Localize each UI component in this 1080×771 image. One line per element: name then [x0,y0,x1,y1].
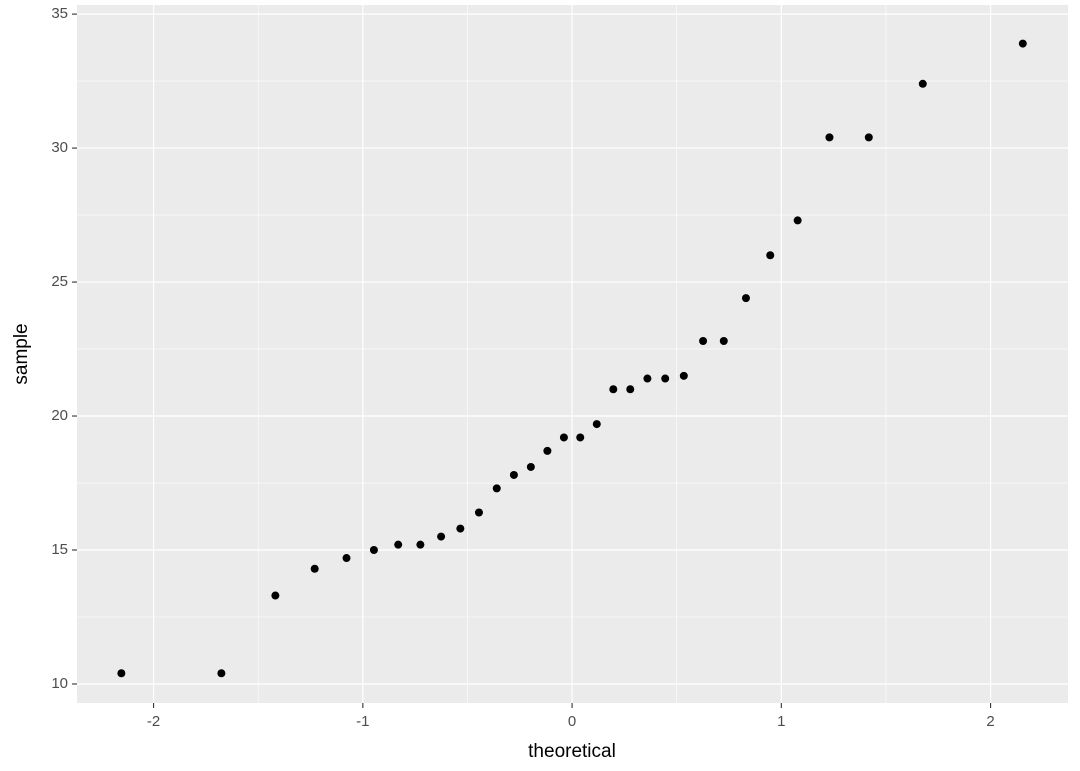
y-tick-label: 30 [51,139,68,156]
point [626,385,635,394]
point [559,433,568,442]
point [643,374,652,383]
point [609,385,618,394]
x-tick-label: -1 [356,713,369,730]
point [456,524,465,533]
point [271,591,280,600]
y-tick-label: 20 [51,407,68,424]
point [543,446,552,455]
point [492,484,501,493]
point [474,508,483,517]
y-tick-label: 25 [51,273,68,290]
y-axis-title: sample [11,323,32,384]
point [661,374,670,383]
point [766,251,775,260]
point [679,371,688,380]
point [592,420,601,429]
point [217,669,226,678]
y-tick-label: 10 [51,675,68,692]
point [416,540,425,549]
x-tick-label: 0 [568,713,576,730]
y-tick-label: 15 [51,541,68,558]
point [699,337,708,346]
x-tick-label: 2 [986,713,994,730]
y-tick-label: 35 [51,5,68,22]
x-axis-title: theoretical [528,741,616,762]
point [369,546,378,555]
point [117,669,126,678]
point [825,133,834,142]
point [864,133,873,142]
point [310,564,319,573]
point [793,216,802,225]
point [741,294,750,303]
x-tick-label: -2 [147,713,160,730]
x-tick-label: 1 [777,713,785,730]
point [342,554,351,563]
point [576,433,585,442]
point [719,337,728,346]
point [1018,39,1027,48]
point [509,470,518,479]
point [437,532,446,541]
point [394,540,403,549]
point [526,462,535,471]
point [918,79,927,88]
